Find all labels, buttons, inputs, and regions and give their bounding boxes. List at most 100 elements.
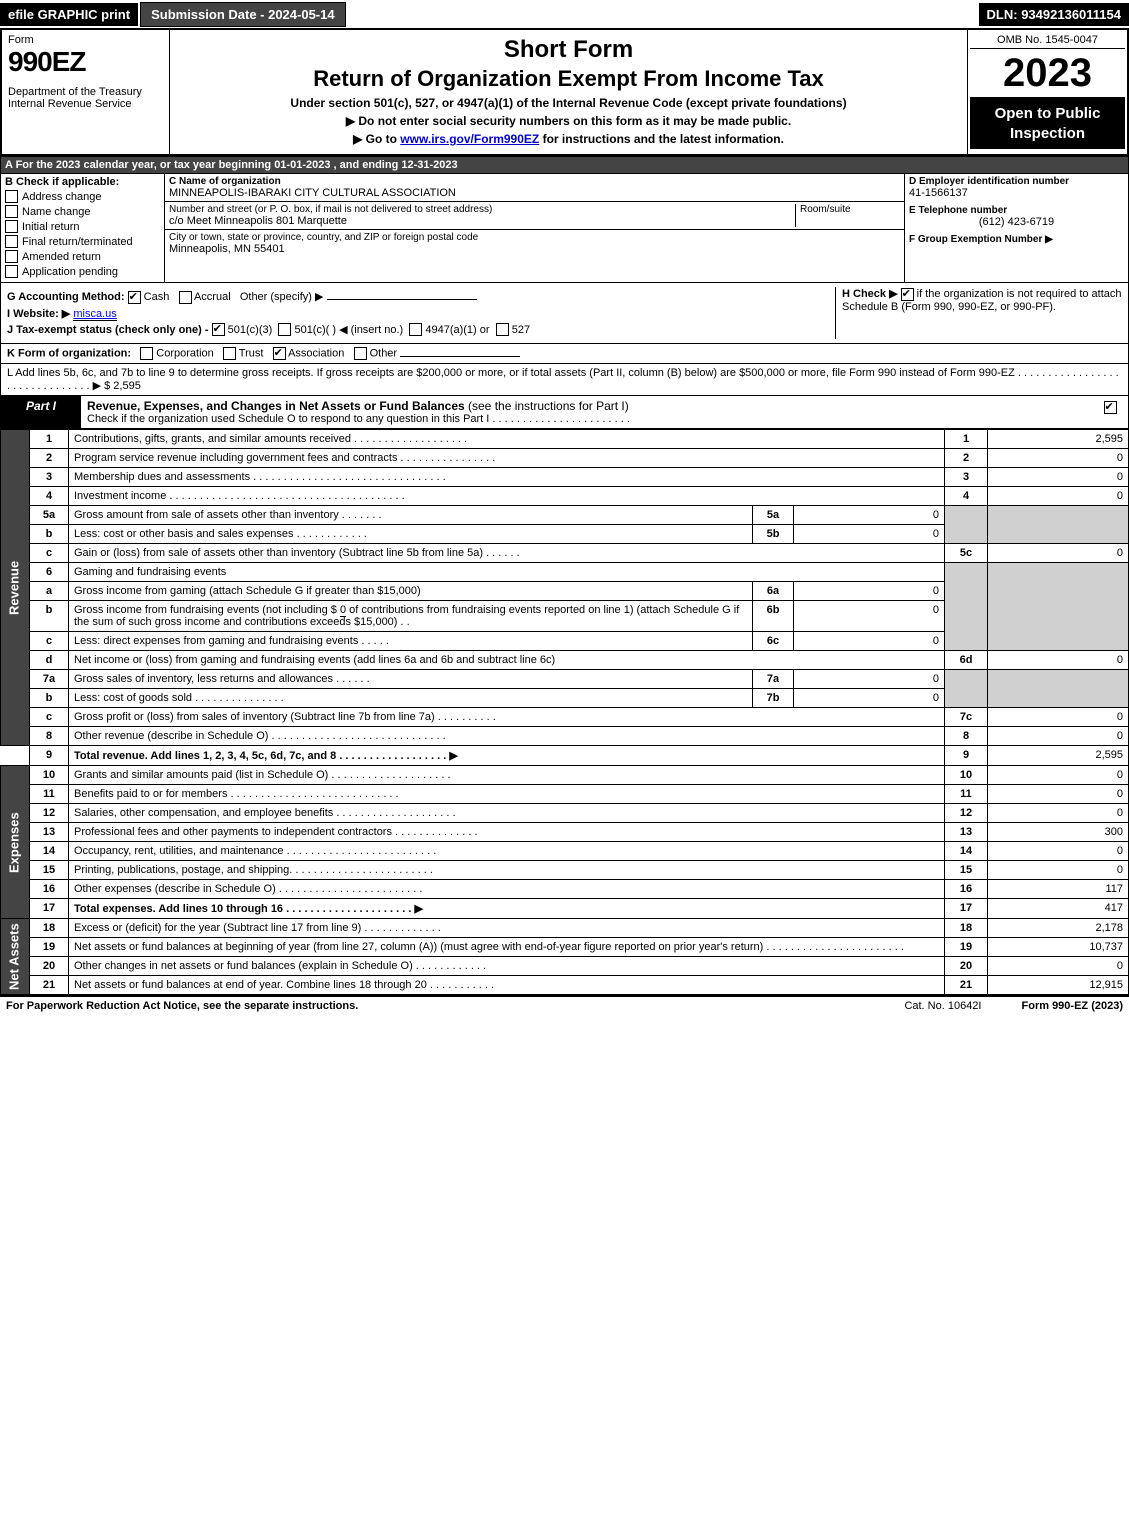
ln7a-desc: Gross sales of inventory, less returns a… [69,670,753,689]
part1-label: Part I [1,396,81,428]
ln11-val: 0 [988,785,1129,804]
check-label: Amended return [22,251,101,263]
part1-title: Revenue, Expenses, and Changes in Net As… [81,396,1092,428]
section-c: C Name of organization MINNEAPOLIS-IBARA… [165,174,905,282]
ln20-num: 20 [30,957,69,976]
footer-formref: Form 990-EZ (2023) [1022,1000,1124,1012]
k-corp: Corporation [156,348,213,360]
j-527: 527 [512,324,530,336]
ln6b-desc: Gross income from fundraising events (no… [69,601,753,632]
g-accrual: Accrual [194,291,231,303]
ln15-num: 15 [30,861,69,880]
checkbox-icon[interactable] [5,265,18,278]
website-link[interactable]: misca.us [73,308,116,321]
form-number: 990EZ [8,46,163,78]
checkbox-501c3[interactable] [212,323,225,336]
ln21-desc: Net assets or fund balances at end of ye… [69,976,945,995]
ln15-val: 0 [988,861,1129,880]
checkbox-assoc[interactable] [273,347,286,360]
efile-print-button[interactable]: efile GRAPHIC print [0,3,138,26]
part1-title-paren: (see the instructions for Part I) [468,399,629,413]
ln10-val: 0 [988,766,1129,785]
checkbox-icon[interactable] [5,190,18,203]
ln5b-num: b [30,525,69,544]
ln14-num: 14 [30,842,69,861]
ln1-val: 2,595 [988,430,1129,449]
g-label: G Accounting Method: [7,291,125,303]
street-row: Number and street (or P. O. box, if mail… [165,202,904,230]
check-address-change: Address change [5,190,160,203]
ln12-ref: 12 [945,804,988,823]
ln6c-subref: 6c [753,632,794,651]
checkbox-h[interactable] [901,288,914,301]
checkbox-trust[interactable] [223,347,236,360]
spacer [1,746,30,766]
checkbox-part1[interactable] [1104,401,1117,414]
ln10-ref: 10 [945,766,988,785]
ln2-num: 2 [30,449,69,468]
checkbox-icon[interactable] [5,220,18,233]
city: Minneapolis, MN 55401 [169,243,900,255]
ln17-num: 17 [30,899,69,919]
ln9-desc-text: Total revenue. Add lines 1, 2, 3, 4, 5c,… [74,750,458,762]
checkbox-cash[interactable] [128,291,141,304]
street: c/o Meet Minneapolis 801 Marquette [169,215,795,227]
ln6b-pre: Gross income from fundraising events (no… [74,604,337,616]
checkbox-527[interactable] [496,323,509,336]
checkbox-other[interactable] [354,347,367,360]
ln4-val: 0 [988,487,1129,506]
org-name-row: C Name of organization MINNEAPOLIS-IBARA… [165,174,904,202]
ln9-desc: Total revenue. Add lines 1, 2, 3, 4, 5c,… [69,746,945,766]
ln13-desc: Professional fees and other payments to … [69,823,945,842]
footer-catno: Cat. No. 10642I [904,1000,981,1012]
ln11-ref: 11 [945,785,988,804]
ln1-desc: Contributions, gifts, grants, and simila… [69,430,945,449]
city-label: City or town, state or province, country… [169,232,900,243]
checkbox-corp[interactable] [140,347,153,360]
checkbox-icon[interactable] [5,250,18,263]
i-label: I Website: ▶ [7,308,70,320]
footer-form: 990-EZ [1052,1000,1088,1012]
top-bar: efile GRAPHIC print Submission Date - 20… [0,0,1129,30]
form-header: Form 990EZ Department of the Treasury In… [0,30,1129,156]
j-501c: 501(c)( ) ◀ (insert no.) [294,324,403,336]
ein: 41-1566137 [909,187,1124,199]
section-def: D Employer identification number 41-1566… [905,174,1128,282]
checkbox-4947[interactable] [409,323,422,336]
h-label: H Check ▶ [842,288,898,300]
ln11-num: 11 [30,785,69,804]
section-a: A For the 2023 calendar year, or tax yea… [0,156,1129,174]
ln1-ref: 1 [945,430,988,449]
ln17-val: 417 [988,899,1129,919]
ln7c-desc: Gross profit or (loss) from sales of inv… [69,708,945,727]
omb-number: OMB No. 1545-0047 [970,32,1125,49]
city-row: City or town, state or province, country… [165,230,904,257]
ln5b-subval: 0 [794,525,945,544]
checkbox-icon[interactable] [5,205,18,218]
g-other-input[interactable] [327,299,477,300]
ln2-ref: 2 [945,449,988,468]
line-h: H Check ▶ if the organization is not req… [835,287,1122,339]
tax-year: 2023 [970,49,1125,98]
ln4-desc: Investment income . . . . . . . . . . . … [69,487,945,506]
ln5ab-shade [945,506,988,544]
department: Department of the Treasury Internal Reve… [8,86,163,110]
checkbox-501c[interactable] [278,323,291,336]
ln17-ref: 17 [945,899,988,919]
ln3-num: 3 [30,468,69,487]
checkbox-accrual[interactable] [179,291,192,304]
form-label: Form [8,34,163,46]
ln16-num: 16 [30,880,69,899]
info-grid: B Check if applicable: Address change Na… [0,174,1129,283]
check-label: Final return/terminated [22,236,133,248]
ln9-ref: 9 [945,746,988,766]
ln18-ref: 18 [945,919,988,938]
k-other-input[interactable] [400,356,520,357]
irs-link[interactable]: www.irs.gov/Form990EZ [400,132,539,146]
checkbox-icon[interactable] [5,235,18,248]
ln15-desc: Printing, publications, postage, and shi… [69,861,945,880]
ln6c-num: c [30,632,69,651]
check-label: Application pending [22,266,118,278]
ln12-num: 12 [30,804,69,823]
l-text: L Add lines 5b, 6c, and 7b to line 9 to … [7,367,1119,392]
